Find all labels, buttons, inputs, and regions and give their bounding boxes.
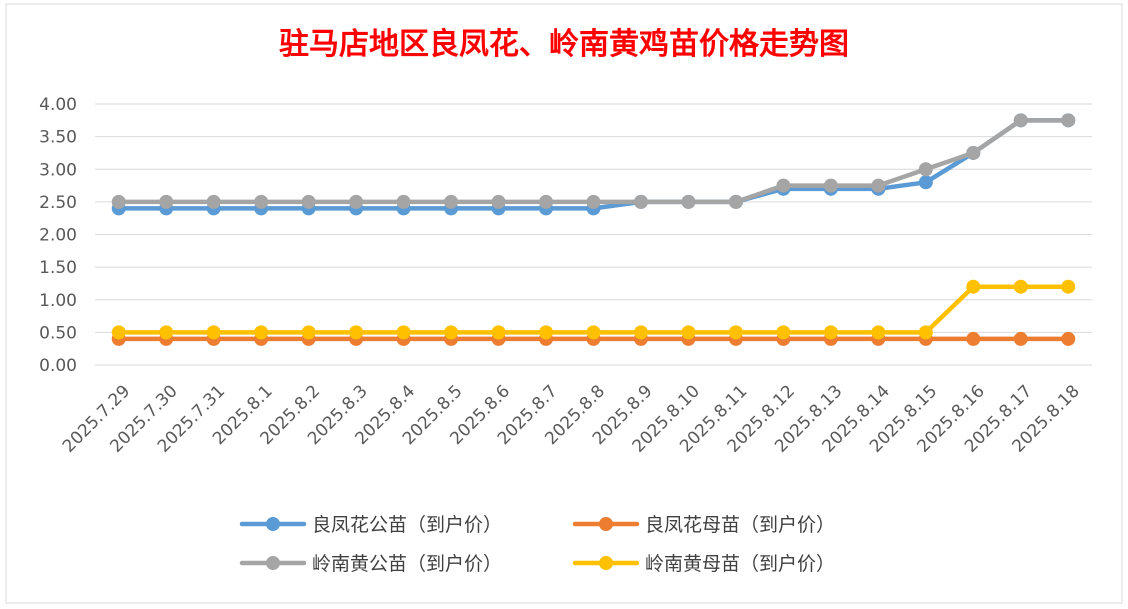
data-point [206, 325, 221, 340]
data-point [206, 194, 221, 209]
data-point [586, 194, 601, 209]
data-point [539, 325, 554, 340]
data-point [871, 325, 886, 340]
data-point [444, 194, 459, 209]
y-tick-label: 3.50 [39, 128, 77, 148]
data-point [539, 194, 554, 209]
data-point [1013, 113, 1028, 128]
data-point [728, 325, 743, 340]
data-point [254, 325, 269, 340]
data-point [871, 178, 886, 193]
legend-swatch-marker [266, 556, 280, 570]
data-point [633, 325, 648, 340]
data-point [776, 325, 791, 340]
y-tick-label: 1.00 [39, 291, 77, 311]
y-tick-label: 2.00 [39, 226, 77, 246]
data-point [254, 194, 269, 209]
data-point [159, 194, 174, 209]
data-point [681, 325, 696, 340]
data-point [633, 194, 648, 209]
data-point [1013, 331, 1028, 346]
data-point [918, 162, 933, 177]
y-tick-label: 2.50 [39, 193, 77, 213]
legend-label: 岭南黄母苗（到户价） [645, 553, 835, 575]
data-point [396, 194, 411, 209]
y-tick-label: 4.00 [39, 95, 77, 115]
y-tick-label: 3.00 [39, 160, 77, 180]
data-point [918, 325, 933, 340]
data-point [966, 279, 981, 294]
data-point [111, 325, 126, 340]
legend-swatch-marker [599, 556, 613, 570]
data-point [681, 194, 696, 209]
y-tick-label: 0.50 [39, 323, 77, 343]
data-point [1061, 113, 1076, 128]
data-point [966, 331, 981, 346]
data-point [301, 194, 316, 209]
data-point [159, 325, 174, 340]
chart-title: 驻马店地区良凤花、岭南黄鸡苗价格走势图 [279, 27, 849, 62]
y-tick-label: 1.50 [39, 258, 77, 278]
data-point [776, 178, 791, 193]
data-point [1013, 279, 1028, 294]
data-point [966, 145, 981, 160]
data-point [349, 194, 364, 209]
legend-label: 岭南黄公苗（到户价） [312, 553, 502, 575]
data-point [823, 325, 838, 340]
data-point [728, 194, 743, 209]
data-point [586, 325, 601, 340]
legend-swatch-marker [266, 517, 280, 531]
legend-swatch-marker [599, 517, 613, 531]
legend-label: 良凤花公苗（到户价） [312, 514, 502, 536]
data-point [823, 178, 838, 193]
data-point [444, 325, 459, 340]
data-point [111, 194, 126, 209]
data-point [1061, 331, 1076, 346]
data-point [1061, 279, 1076, 294]
data-point [491, 325, 506, 340]
y-tick-label: 0.00 [39, 356, 77, 376]
data-point [396, 325, 411, 340]
legend-label: 良凤花母苗（到户价） [645, 514, 835, 536]
data-point [349, 325, 364, 340]
data-point [301, 325, 316, 340]
data-point [918, 175, 933, 190]
data-point [491, 194, 506, 209]
